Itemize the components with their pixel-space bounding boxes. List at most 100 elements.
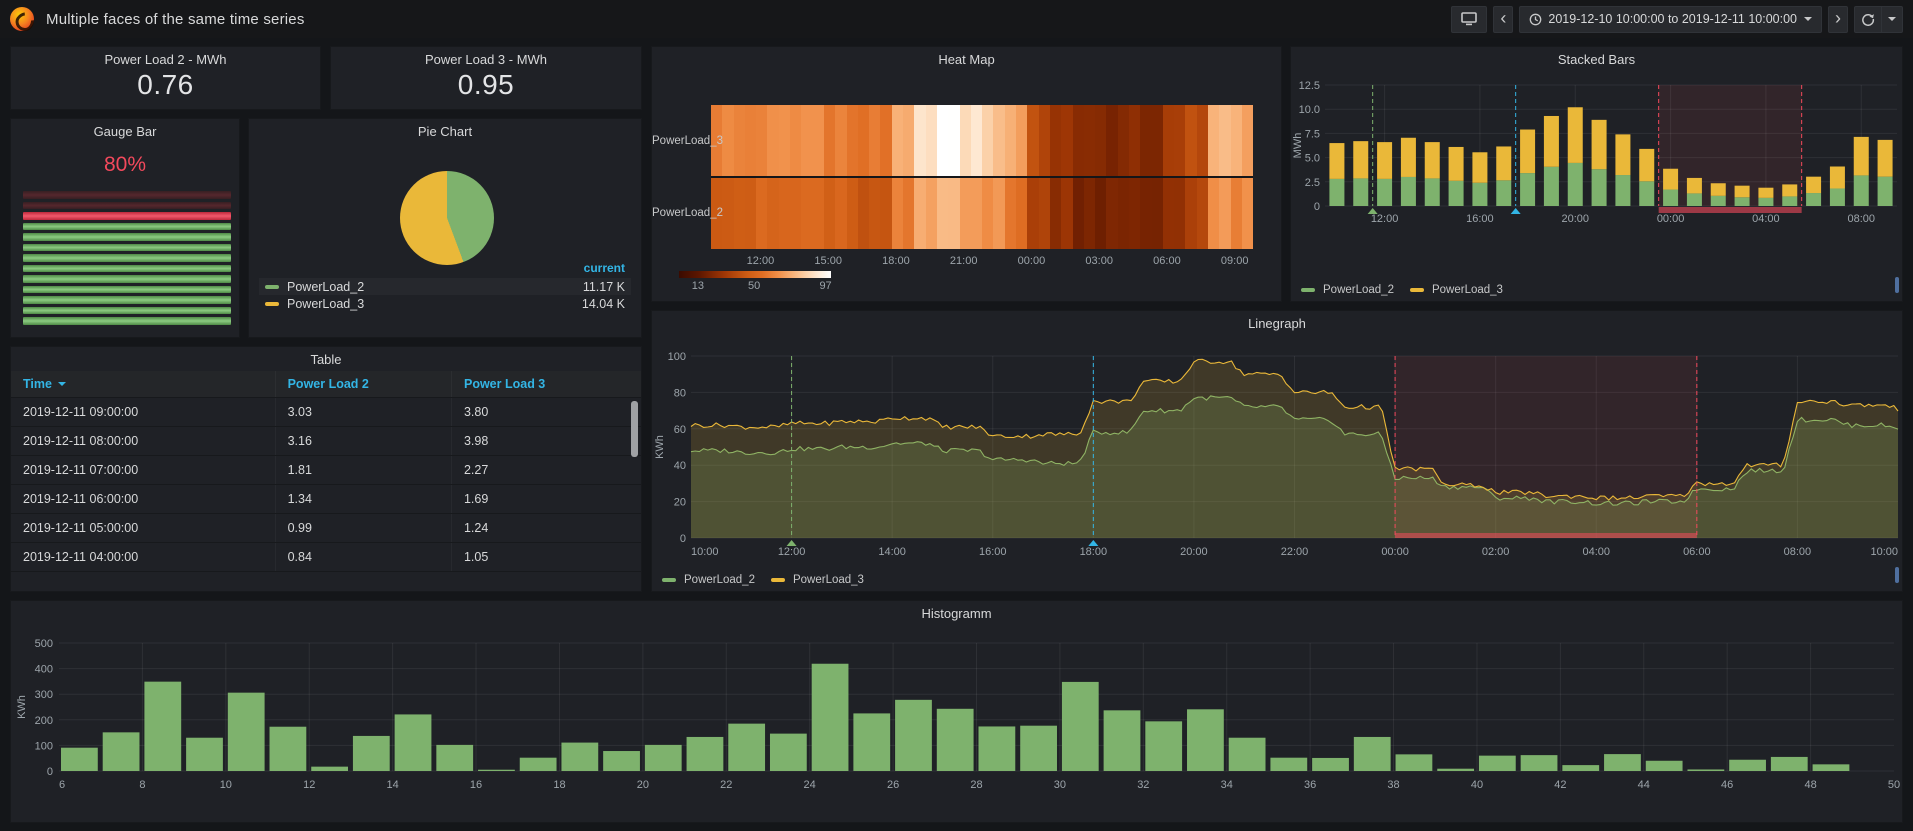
heatmap-cell[interactable] [1016,178,1028,249]
heatmap-cell[interactable] [722,105,734,176]
heatmap-cell[interactable] [1072,178,1084,249]
tv-mode-button[interactable] [1451,5,1488,33]
panel-title[interactable]: Gauge Bar [93,124,157,139]
heatmap-cell[interactable] [711,105,723,176]
legend-item-PowerLoad_3[interactable]: PowerLoad_3 [770,574,864,586]
heatmap-cell[interactable] [857,178,870,249]
heatmap-cell[interactable] [1196,178,1209,249]
annotation-marker-cyan[interactable] [1088,540,1099,546]
scrollbar-thumb[interactable] [1895,567,1899,583]
histogram-bar[interactable] [1437,768,1475,771]
pie-legend-header[interactable]: current [583,261,625,275]
heatmap-cell[interactable] [823,105,836,176]
pie-legend-row[interactable]: PowerLoad_2 11.17 K [259,278,631,295]
heatmap-cell[interactable] [790,105,802,176]
time-forward-button[interactable]: › [1828,5,1848,33]
heatmap-cell[interactable] [744,105,757,176]
heatmap-cell[interactable] [1219,105,1231,176]
scrollbar-thumb[interactable] [1895,277,1899,293]
panel-title[interactable]: Histogramm [921,606,992,621]
heatmap-cell[interactable] [846,178,858,249]
heatmap-cell[interactable] [790,178,802,249]
heatmap-cell[interactable] [880,178,892,249]
heatmap-cell[interactable] [993,178,1005,249]
annotation-marker-green[interactable] [1367,208,1378,214]
scrollbar-thumb[interactable] [631,401,638,457]
histogram-bar[interactable] [1312,757,1349,771]
heatmap-cell[interactable] [778,105,791,176]
heatmap-cell[interactable] [1241,105,1254,176]
heatmap-cell[interactable] [1072,105,1084,176]
heatmap-cell[interactable] [812,105,824,176]
histogram-bar[interactable] [603,751,640,771]
heatmap-cell[interactable] [1083,105,1096,176]
histogram-bar[interactable] [61,747,98,771]
histogram-bar[interactable] [936,708,974,771]
bar-segment-powerload3[interactable] [1543,115,1559,167]
annotation-marker-green[interactable] [786,540,797,546]
bar-segment-powerload3[interactable] [1353,141,1369,179]
heatmap-cell[interactable] [1219,178,1231,249]
panel-title[interactable]: Table [310,352,342,367]
heatmap-cell[interactable] [1151,105,1163,176]
heatmap-cell[interactable] [993,105,1005,176]
histogram-bar[interactable] [1395,754,1433,771]
histogram-bar[interactable] [1145,721,1183,771]
bar-segment-powerload3[interactable] [1400,137,1416,177]
heatmap-cell[interactable] [1049,178,1062,249]
histogram-bar[interactable] [1103,710,1141,771]
heatmap-cell[interactable] [1140,105,1152,176]
heatmap-cell[interactable] [925,178,937,249]
bar-segment-powerload3[interactable] [1686,177,1702,194]
histogram-bar[interactable] [728,723,766,771]
heatmap-cell[interactable] [733,178,745,249]
histogram-bar[interactable] [1770,756,1808,771]
heatmap-cell[interactable] [756,105,768,176]
refresh-interval-button[interactable] [1881,5,1903,33]
panel-title[interactable]: Pie Chart [417,124,473,139]
histogram-bar[interactable] [269,726,307,771]
legend-item-PowerLoad_2[interactable]: PowerLoad_2 [662,574,755,586]
heatmap-cell[interactable] [880,105,892,176]
histogram-bar[interactable] [519,757,557,771]
heatmap-cell[interactable] [1140,178,1152,249]
heatmap-cell[interactable] [1196,105,1209,176]
histogram-bar[interactable] [1812,764,1850,771]
series-line-PowerLoad_3[interactable] [690,358,1899,501]
histogram-bar[interactable] [853,713,891,771]
heatmap-cell[interactable] [857,105,870,176]
heatmap-cell[interactable] [1185,178,1197,249]
histogram-bar[interactable] [1187,709,1224,771]
panel-title[interactable]: Heat Map [938,52,995,67]
bar-segment-powerload2[interactable] [1806,193,1822,206]
bar-segment-powerload2[interactable] [1496,180,1512,206]
bar-segment-powerload3[interactable] [1329,143,1345,179]
heatmap-cell[interactable] [1174,178,1186,249]
bar-segment-powerload2[interactable] [1353,178,1369,206]
heatmap-cell[interactable] [1230,178,1242,249]
heatmap-cell[interactable] [1095,105,1107,176]
heatmap-cell[interactable] [1162,178,1175,249]
heatmap-cell[interactable] [903,105,915,176]
panel-title[interactable]: Linegraph [1248,316,1306,331]
bar-segment-powerload3[interactable] [1520,129,1536,174]
bar-segment-powerload3[interactable] [1472,152,1488,183]
bar-segment-powerload2[interactable] [1448,180,1464,206]
histogram-bar[interactable] [102,732,140,771]
bar-segment-powerload2[interactable] [1663,189,1679,206]
bar-segment-powerload2[interactable] [1782,196,1798,206]
bar-segment-powerload2[interactable] [1543,166,1559,206]
table-header-power-load-3[interactable]: Power Load 3 [463,377,546,391]
histogram-bar[interactable] [144,681,182,771]
heatmap-cell[interactable] [1038,105,1050,176]
legend-item-PowerLoad_3[interactable]: PowerLoad_3 [1409,284,1503,296]
bar-segment-powerload3[interactable] [1567,107,1583,163]
heatmap-cell[interactable] [903,178,915,249]
histogram-bar[interactable] [811,663,849,771]
heatmap-cell[interactable] [936,178,949,249]
histogram-bar[interactable] [686,736,724,771]
histogram-bar[interactable] [352,735,390,771]
histogram-bar[interactable] [436,744,474,771]
heatmap-cell[interactable] [1027,105,1039,176]
heatmap-cell[interactable] [846,105,858,176]
